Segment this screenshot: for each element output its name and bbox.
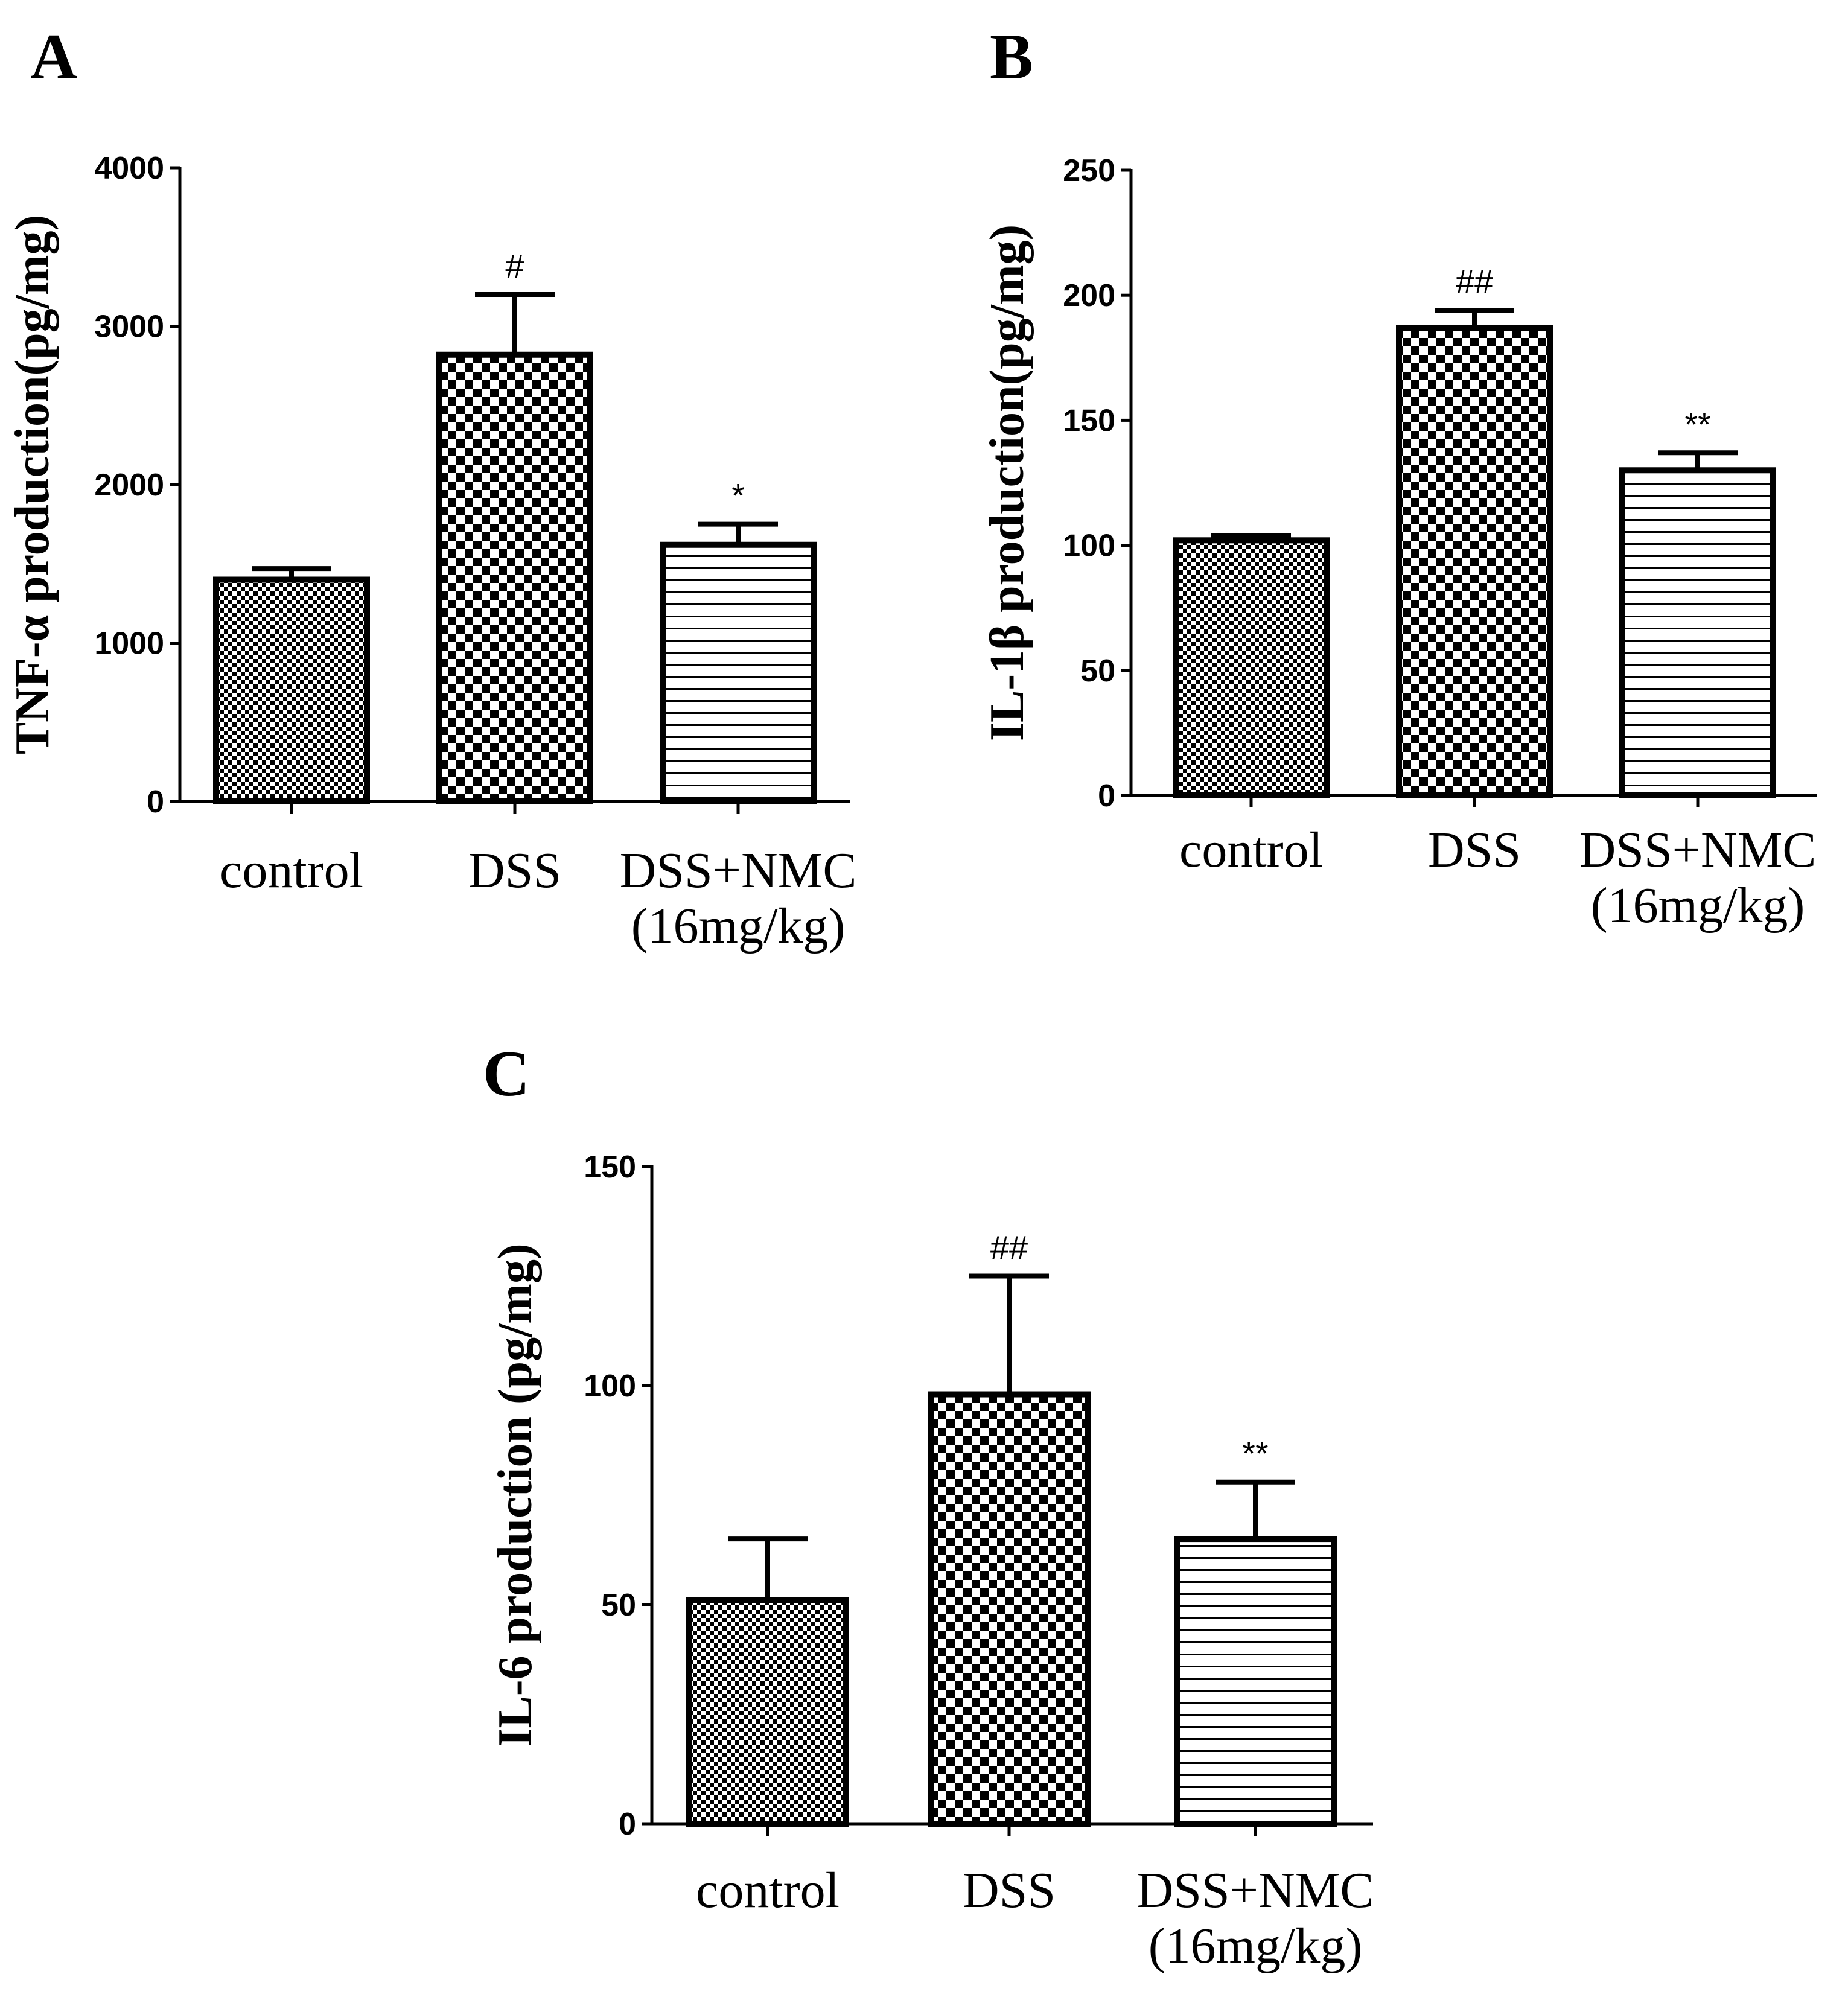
panel-a-y-tick-label: 4000 <box>94 151 164 186</box>
panel-c-category-label-1: DSS <box>963 1862 1056 1918</box>
panel-c-bar-0 <box>686 1597 849 1827</box>
chart-panel-a: A 0 1000 2000 3000 4000 TNF-α production(pg/m… <box>6 21 856 954</box>
panel-a-category-label-2: (16mg/kg) <box>631 898 846 954</box>
panel-b-y-tick-label: 200 <box>1063 278 1115 313</box>
panel-a-category-label-1: DSS <box>468 842 561 899</box>
panel-a-y-tick-label: 1000 <box>94 626 164 661</box>
panel-a-bar-2 <box>660 541 817 804</box>
panel-a-category-label-2: DSS+NMC <box>620 842 857 899</box>
panel-a-bar-1 <box>436 351 593 804</box>
panel-c-category-label-2: (16mg/kg) <box>1149 1918 1363 1974</box>
panel-letter-c: C <box>483 1038 530 1110</box>
chart-panel-c: C 0 50 100 150 IL-6 production (pg/mg) contro… <box>483 1038 1374 1974</box>
panel-c-y-tick-label: 50 <box>601 1588 636 1623</box>
panel-letter-a: A <box>30 21 77 93</box>
panel-c-y-axis-label: IL-6 production (pg/mg) <box>489 1243 542 1746</box>
panel-b-bar-2 <box>1619 467 1776 798</box>
panel-a-bar-0 <box>213 576 370 804</box>
panel-c-significance-2: ** <box>1242 1434 1269 1473</box>
panel-b-category-label-2: (16mg/kg) <box>1591 877 1805 934</box>
panel-b-y-tick-label: 100 <box>1063 529 1115 564</box>
panel-b-y-tick-label: 150 <box>1063 403 1115 438</box>
panel-c-y-tick-label: 150 <box>584 1150 636 1185</box>
panel-c-bar-1 <box>928 1391 1091 1827</box>
panel-a-y-tick-label: 2000 <box>94 468 164 503</box>
panel-b-bar-1 <box>1396 325 1553 798</box>
panel-b-category-label-1: DSS <box>1428 822 1521 878</box>
panel-letter-b: B <box>990 21 1033 93</box>
panel-a-y-tick-label: 0 <box>147 785 164 820</box>
panel-b-significance-1: ## <box>1456 263 1493 301</box>
panel-b-y-tick-label: 50 <box>1080 654 1115 689</box>
panel-c-y-tick-label: 100 <box>584 1369 636 1404</box>
panel-b-y-tick-label: 250 <box>1063 153 1115 188</box>
panel-c-category-label-0: control <box>696 1862 840 1918</box>
panel-b-category-label-2: DSS+NMC <box>1579 822 1817 878</box>
panel-b-category-label-0: control <box>1179 822 1323 878</box>
panel-c-category-label-2: DSS+NMC <box>1137 1862 1374 1918</box>
panel-a-y-tick-label: 3000 <box>94 310 164 345</box>
panel-c-significance-1: ## <box>990 1229 1028 1267</box>
panel-b-y-tick-label: 0 <box>1098 779 1115 814</box>
panel-c-y-tick-label: 0 <box>619 1807 636 1842</box>
panel-b-y-axis-label: IL-1β production(pg/mg) <box>981 224 1034 741</box>
chart-panel-b: B 0 50 100 150 200 250 IL-1β production(pg/mg)… <box>981 21 1817 934</box>
panel-a-category-label-0: control <box>220 842 363 899</box>
panel-a-y-axis-label: TNF-α production(pg/mg) <box>6 215 59 754</box>
panel-a-significance-2: * <box>731 477 745 515</box>
panel-c-bar-2 <box>1174 1536 1337 1827</box>
panel-a-significance-1: # <box>505 247 524 285</box>
panel-b-bar-0 <box>1173 537 1330 798</box>
panel-b-significance-2: ** <box>1684 405 1711 443</box>
